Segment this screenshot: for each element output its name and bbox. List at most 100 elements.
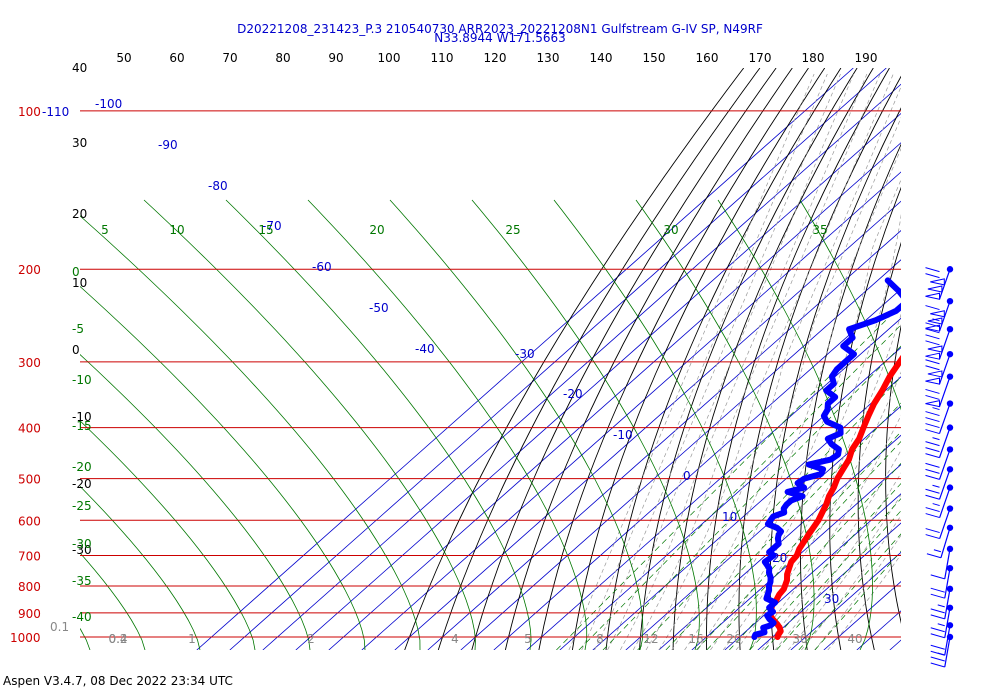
bottom-label: 30	[792, 632, 807, 646]
wind-barb-flag	[925, 365, 940, 371]
isotherm-label: -70	[262, 219, 282, 233]
left-green-label: -30	[72, 537, 92, 551]
wind-barb-flag	[925, 441, 940, 447]
isotherm-label: -90	[158, 138, 178, 152]
profiles	[751, 277, 901, 640]
wind-barb	[925, 297, 954, 332]
wind-barb-dot	[946, 297, 954, 305]
wind-barb-flag	[925, 534, 940, 540]
top-tick-label: 180	[802, 51, 825, 65]
left-green-label: -10	[72, 373, 92, 387]
moist-adiabat-line	[761, 449, 901, 650]
isotherm-label: -80	[208, 179, 228, 193]
isotherm-label: -30	[515, 347, 535, 361]
wind-barb	[925, 373, 954, 408]
mixing-top-label: 35	[812, 223, 827, 237]
wind-barb-staff	[944, 636, 951, 668]
wind-barb-pennant	[925, 292, 940, 300]
wind-barb-pennant	[925, 400, 940, 408]
mixing-top-label: 30	[663, 223, 678, 237]
mixing-ratio-line	[706, 441, 901, 650]
wind-barb-flag	[926, 553, 942, 559]
isotherm-line	[427, 229, 901, 650]
mixing-ratio-line	[764, 498, 901, 650]
dry-adiabat-line	[706, 68, 890, 650]
theta-label: -30	[72, 543, 92, 557]
wind-barb-staff	[938, 328, 951, 360]
left-green-label: 0	[72, 265, 80, 279]
theta-e-line	[80, 485, 201, 650]
wind-barb-flag	[925, 328, 940, 334]
wind-barb-staff	[939, 487, 951, 518]
bottom-label: 0.1	[50, 620, 69, 634]
dry-adiabat-line	[605, 68, 842, 650]
wind-barb-staff	[938, 353, 951, 385]
isotherm-label: -40	[415, 342, 435, 356]
wind-barb-flag	[925, 488, 940, 494]
theta-e-line	[553, 199, 757, 650]
wind-barb	[925, 446, 954, 480]
wind-barb-dot	[946, 350, 954, 358]
mixing-top-label: 25	[505, 223, 520, 237]
wind-barb-flag	[925, 273, 940, 279]
wind-barb-flag	[925, 462, 940, 468]
dry-adiabat-line	[738, 75, 901, 650]
wind-barb-flag	[925, 468, 940, 474]
top-tick-label: 110	[431, 51, 454, 65]
pressure-label: 400	[18, 422, 41, 436]
wind-barb	[930, 633, 954, 668]
wind-barb-flag	[930, 587, 945, 593]
wind-barb	[925, 466, 954, 500]
bottom-label: 5	[524, 632, 532, 646]
pressure-label: 500	[18, 473, 41, 487]
wind-barb-flag	[930, 608, 945, 614]
wind-barb-flag	[930, 574, 945, 580]
wind-barb-flag	[930, 644, 945, 650]
isotherm-label: -60	[312, 260, 332, 274]
wind-barb-flag	[925, 388, 940, 394]
left-green-label: -25	[72, 499, 92, 513]
wind-barb-flag	[930, 662, 945, 668]
moist-adiabat-line	[684, 147, 901, 650]
dry-adiabat-line	[988, 68, 1000, 650]
wind-barb-flag	[925, 340, 940, 346]
moist-adiabat-line	[594, 73, 841, 650]
wind-barb-half	[932, 318, 940, 322]
wind-barb-staff	[939, 508, 951, 539]
left-green-label: -35	[72, 574, 92, 588]
top-tick-label: 90	[328, 51, 343, 65]
bottom-label: 4	[451, 632, 459, 646]
wind-barb	[930, 564, 954, 599]
moist-adiabat-line	[619, 73, 868, 650]
isotherm-line	[757, 522, 901, 650]
top-tick-label: 70	[222, 51, 237, 65]
wind-barb-staff	[944, 588, 951, 619]
moist-adiabat-line	[774, 472, 901, 650]
theta-e-line	[80, 552, 146, 650]
wind-barb-flag	[925, 359, 940, 365]
wind-barb-flag	[925, 411, 940, 417]
wind-barb-pennant	[930, 310, 945, 318]
isotherm-line	[691, 464, 901, 650]
chart-title: D20221208_231423_P.3 210540730 ARR2023_2…	[237, 22, 763, 36]
wind-barb-flag	[925, 305, 940, 311]
pressure-label: 900	[18, 607, 41, 621]
pressure-label: 700	[18, 549, 41, 563]
moist-adiabat-line	[748, 414, 901, 650]
wind-barb-half	[937, 652, 945, 656]
wind-barb-staff	[944, 625, 951, 656]
bottom-label: 8	[596, 632, 604, 646]
isotherm-line	[262, 83, 901, 650]
top-tick-label: 190	[855, 51, 878, 65]
wind-barb	[925, 318, 954, 360]
theta-label: 40	[72, 61, 87, 75]
isotherm-line	[394, 200, 901, 650]
wind-barb-flag	[925, 267, 940, 273]
theta-e-line	[80, 354, 311, 650]
wind-barb-pennant	[927, 370, 943, 378]
left-green-label: -15	[72, 419, 92, 433]
theta-label: 30	[72, 136, 87, 150]
bottom-label: 40	[847, 632, 862, 646]
wind-barb-half	[932, 503, 940, 507]
